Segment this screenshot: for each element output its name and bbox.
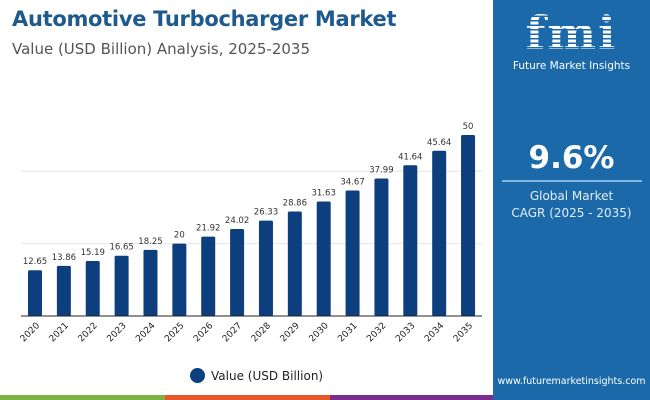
data-label: 26.33 [254, 208, 278, 218]
bar [258, 220, 273, 316]
x-tick-label: 2020 [19, 321, 42, 344]
website-link[interactable]: www.futuremarketinsights.com [497, 376, 646, 387]
legend: Value (USD Billion) [190, 368, 323, 383]
x-tick-label: 2025 [163, 321, 186, 344]
bar [28, 270, 42, 316]
cagr-value: 9.6% [528, 140, 615, 176]
x-tick-label: 2031 [336, 321, 359, 344]
data-label: 37.99 [369, 165, 393, 175]
x-tick-label: 2033 [394, 321, 417, 344]
data-label: 34.67 [340, 177, 364, 187]
bar [230, 229, 245, 316]
bar [461, 135, 476, 316]
bar [56, 265, 71, 316]
stripe-purple [330, 395, 493, 400]
logo-mark: fmi [493, 8, 650, 58]
data-label: 21.92 [196, 224, 220, 234]
stripe-green [0, 395, 165, 400]
bar [85, 261, 100, 316]
x-tick-label: 2028 [250, 321, 273, 344]
data-label: 12.65 [23, 257, 47, 267]
summary-panel: fmi Future Market Insights 9.6% Global M… [493, 0, 650, 400]
cagr-label-line1: Global Market [529, 189, 614, 203]
brand-name: Future Market Insights [512, 60, 631, 72]
cagr-label-line2: CAGR (2025 - 2035) [511, 206, 632, 220]
x-tick-label: 2035 [452, 321, 475, 344]
x-tick-label: 2029 [279, 321, 302, 344]
chart-title: Automotive Turbocharger Market [12, 7, 397, 31]
bar [432, 150, 447, 316]
bar [143, 249, 158, 316]
data-label: 16.65 [109, 243, 133, 253]
x-tick-label: 2026 [192, 321, 215, 344]
data-label: 20 [174, 231, 185, 241]
data-label: 41.64 [398, 152, 422, 162]
x-tick-label: 2023 [105, 321, 128, 344]
legend-label: Value (USD Billion) [211, 368, 324, 383]
x-tick-label: 2021 [48, 321, 71, 344]
bar [172, 243, 187, 316]
x-tick-label: 2034 [423, 321, 446, 344]
bar [403, 165, 418, 316]
divider [502, 180, 642, 182]
fmi-logo: fmi Future Market Insights [493, 8, 650, 72]
bar-chart: 12.65 2020 13.86 2021 15.19 2022 16.65 2023 18.2… [19, 122, 482, 344]
x-tick-label: 2027 [221, 321, 244, 344]
data-label: 24.02 [225, 216, 249, 226]
data-label: 13.86 [52, 253, 76, 263]
data-label: 18.25 [138, 237, 162, 247]
bar [374, 178, 389, 316]
data-label: 15.19 [81, 248, 105, 258]
bar [114, 255, 129, 316]
bar [316, 201, 331, 316]
x-tick-label: 2024 [134, 321, 157, 344]
legend-swatch [190, 368, 205, 383]
bar [345, 190, 360, 316]
data-label: 31.63 [312, 188, 336, 198]
data-label: 28.86 [283, 199, 307, 209]
bar [201, 236, 216, 316]
cagr-label: Global Market CAGR (2025 - 2035) [493, 188, 650, 222]
x-tick-label: 2032 [365, 321, 388, 344]
data-label: 45.64 [427, 138, 451, 148]
x-tick-label: 2030 [308, 321, 331, 344]
chart-subtitle: Value (USD Billion) Analysis, 2025-2035 [12, 40, 310, 58]
bar [287, 211, 302, 316]
stripe-orange [165, 395, 330, 400]
x-tick-label: 2022 [77, 321, 100, 344]
data-label: 50 [463, 122, 474, 132]
